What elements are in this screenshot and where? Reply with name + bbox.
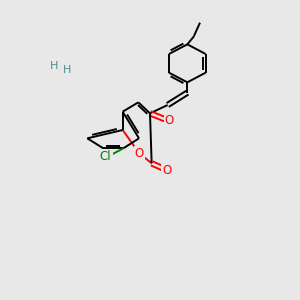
Text: O: O — [135, 147, 144, 160]
Text: O: O — [165, 115, 174, 128]
Text: O: O — [162, 164, 171, 176]
Text: H: H — [63, 65, 71, 75]
Text: H: H — [50, 61, 58, 71]
Text: Cl: Cl — [100, 150, 112, 163]
